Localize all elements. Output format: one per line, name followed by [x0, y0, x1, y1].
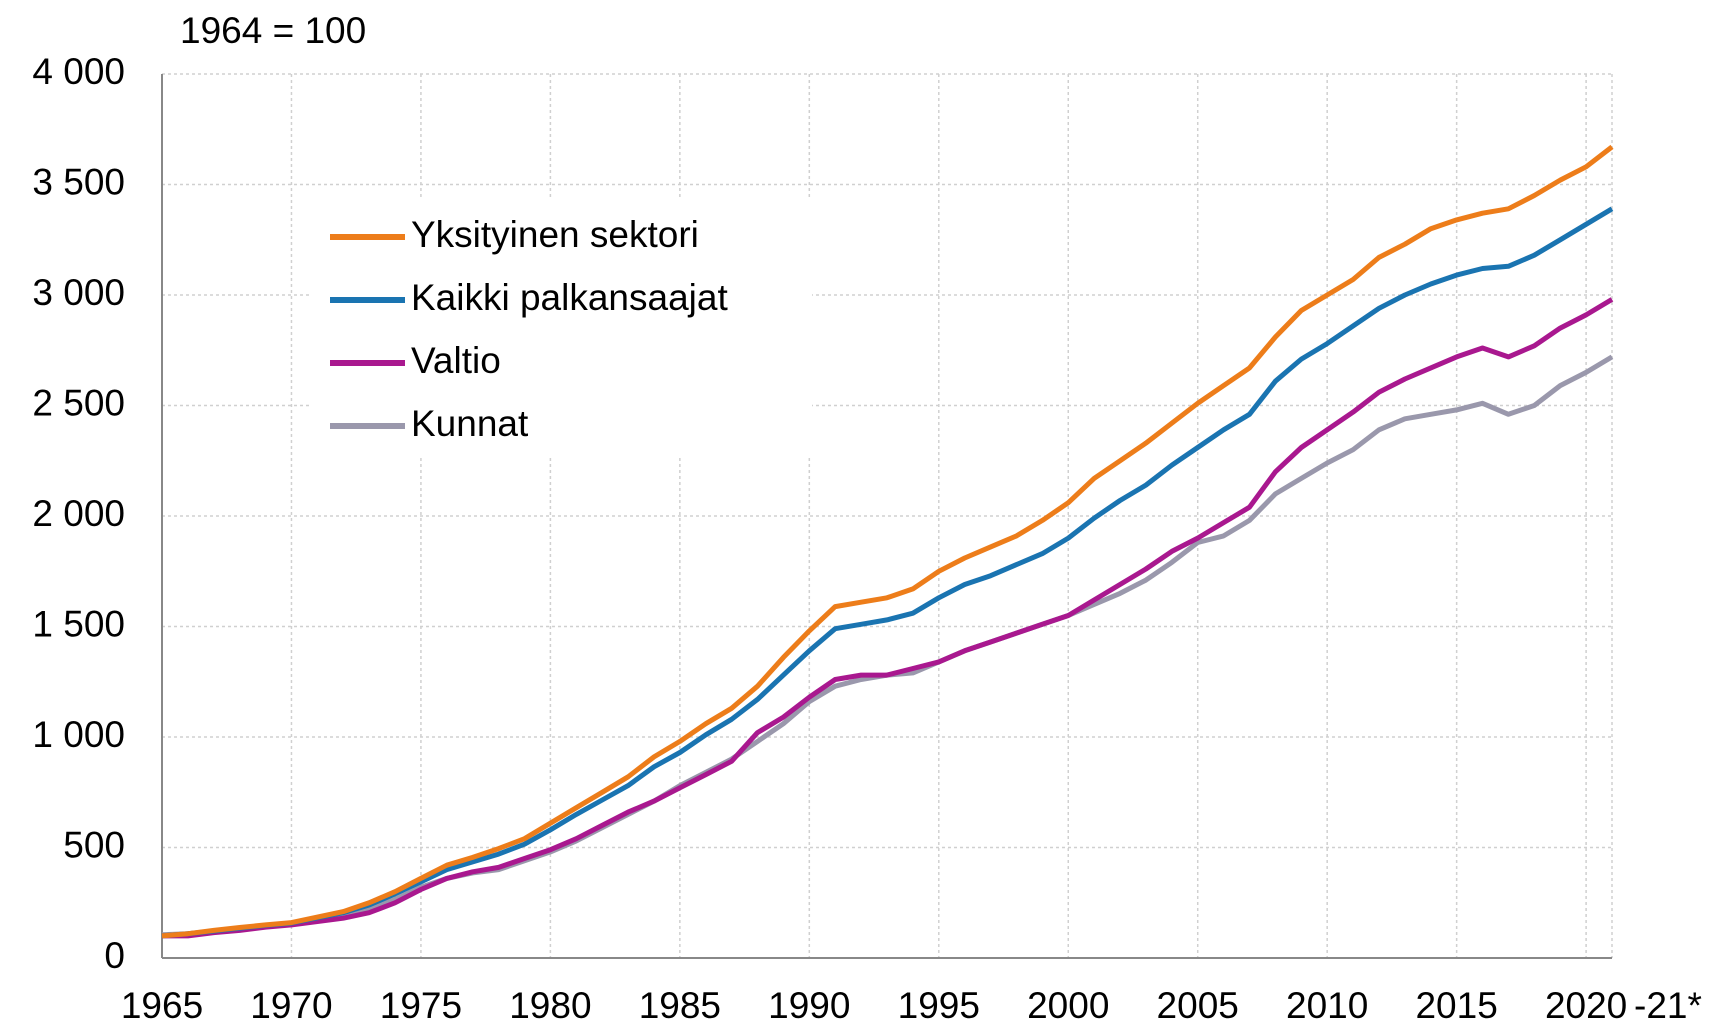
legend-box — [312, 200, 812, 455]
legend-label: Kunnat — [411, 403, 529, 444]
legend-label: Valtio — [411, 340, 501, 381]
x-tick-label: 1990 — [768, 985, 850, 1026]
y-tick-label: 500 — [63, 824, 125, 865]
chart-title: 1964 = 100 — [180, 10, 366, 51]
x-tick-label: 1970 — [250, 985, 332, 1026]
x-tick-label: 1975 — [380, 985, 462, 1026]
data-line — [162, 297, 1614, 939]
data-line — [161, 144, 1614, 939]
y-tick-label: 0 — [104, 935, 125, 976]
y-tick-label: 1 000 — [32, 714, 125, 755]
x-tick-label: -21* — [1634, 985, 1702, 1026]
y-tick-label: 2 500 — [32, 382, 125, 423]
y-tick-label: 2 000 — [32, 493, 125, 534]
x-tick-label: 2000 — [1027, 985, 1109, 1026]
y-tick-label: 3 500 — [32, 161, 125, 202]
y-tick-label: 1 500 — [32, 603, 125, 644]
x-tick-label: 1985 — [639, 985, 721, 1026]
x-tick-label: 1980 — [509, 985, 591, 1026]
x-tick-label: 2020 — [1545, 985, 1627, 1026]
legend-label: Yksityinen sektori — [411, 214, 699, 255]
y-tick-label: 4 000 — [32, 51, 125, 92]
y-tick-label: 3 000 — [32, 272, 125, 313]
x-tick-label: 1995 — [898, 985, 980, 1026]
legend-label: Kaikki palkansaajat — [411, 277, 728, 318]
x-tick-label: 2010 — [1286, 985, 1368, 1026]
x-tick-label: 2005 — [1157, 985, 1239, 1026]
x-tick-label: 1965 — [121, 985, 203, 1026]
x-tick-label: 2015 — [1415, 985, 1497, 1026]
